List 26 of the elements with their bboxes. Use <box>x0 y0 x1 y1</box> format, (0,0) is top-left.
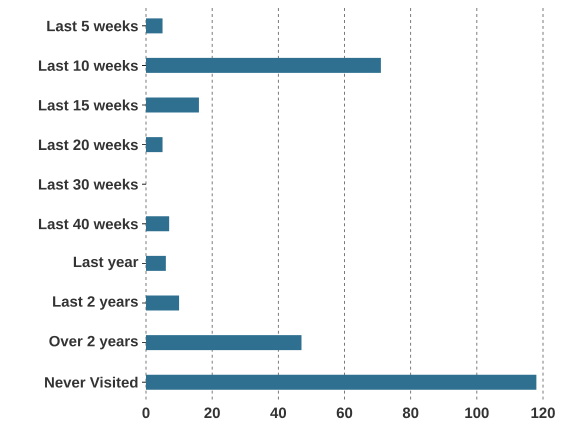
bar <box>146 216 170 232</box>
y-tick-label: Last 15 weeks <box>38 100 138 111</box>
y-tick-label: Last 2 years <box>53 296 138 310</box>
bar <box>146 335 302 350</box>
y-tick-label: Last 10 weeks <box>38 60 138 71</box>
x-tick-label: 120 <box>531 408 555 418</box>
y-tick-label: Never Visited <box>45 376 138 388</box>
bar <box>146 256 166 271</box>
x-tick-label: 60 <box>336 408 352 418</box>
bar <box>146 98 199 113</box>
x-tick-label: 100 <box>465 408 489 418</box>
bar <box>146 295 180 310</box>
y-tick-label: Last year <box>74 256 138 270</box>
x-tick-label: 0 <box>142 408 150 418</box>
bar <box>146 18 163 34</box>
x-tick-label: 20 <box>204 408 220 418</box>
bar <box>146 374 536 390</box>
bar <box>146 137 163 152</box>
y-tick-label: Last 30 weeks <box>38 178 138 190</box>
x-tick-label: 40 <box>270 408 286 418</box>
x-tick-label: 80 <box>402 408 418 418</box>
y-tick-label: Over 2 years <box>49 336 138 350</box>
bar <box>146 58 381 73</box>
y-tick-label: Last 20 weeks <box>38 139 138 150</box>
y-tick-label: Last 40 weeks <box>38 218 138 230</box>
y-tick-label: Last 5 weeks <box>47 20 138 32</box>
